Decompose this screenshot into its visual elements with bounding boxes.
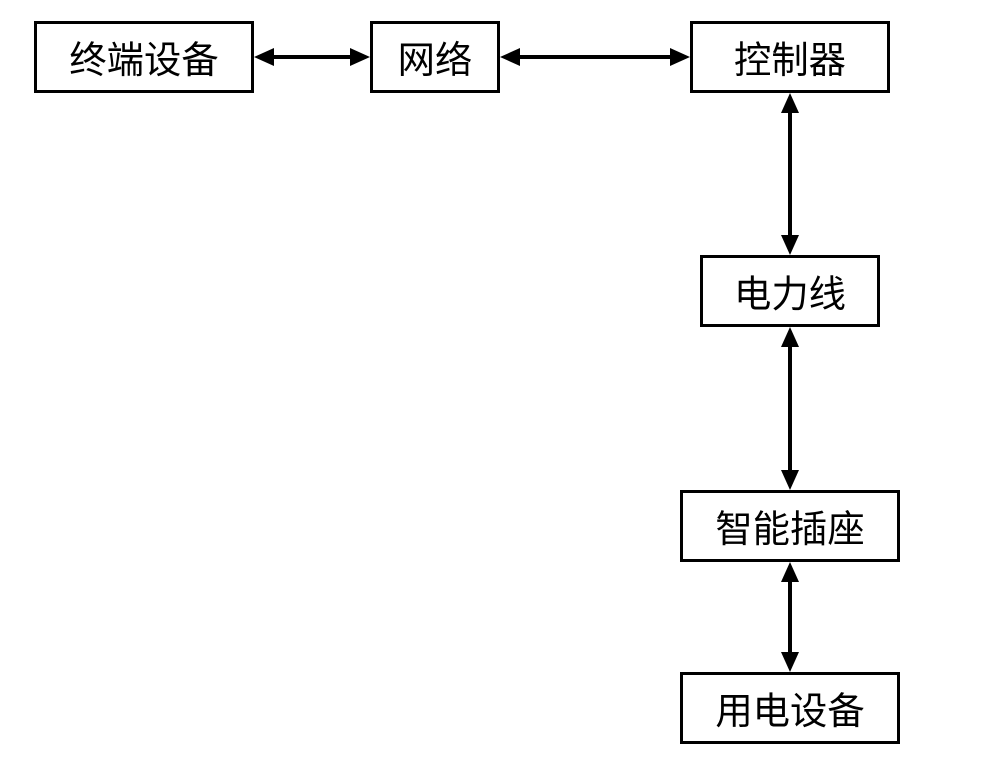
node-label: 终端设备 <box>69 30 218 84</box>
node-label: 网络 <box>398 30 473 84</box>
node-terminal-device: 终端设备 <box>34 21 254 93</box>
diagram-canvas: 终端设备 网络 控制器 电力线 智能插座 用电设备 <box>0 0 1000 758</box>
node-label: 电力线 <box>734 264 846 318</box>
node-power-line: 电力线 <box>700 255 880 327</box>
node-smart-socket: 智能插座 <box>680 490 900 562</box>
edges-layer <box>0 0 1000 758</box>
node-label: 用电设备 <box>715 681 864 735</box>
node-controller: 控制器 <box>690 21 890 93</box>
node-label: 控制器 <box>734 30 846 84</box>
node-label: 智能插座 <box>715 499 864 553</box>
node-network: 网络 <box>370 21 500 93</box>
node-electrical-device: 用电设备 <box>680 672 900 744</box>
